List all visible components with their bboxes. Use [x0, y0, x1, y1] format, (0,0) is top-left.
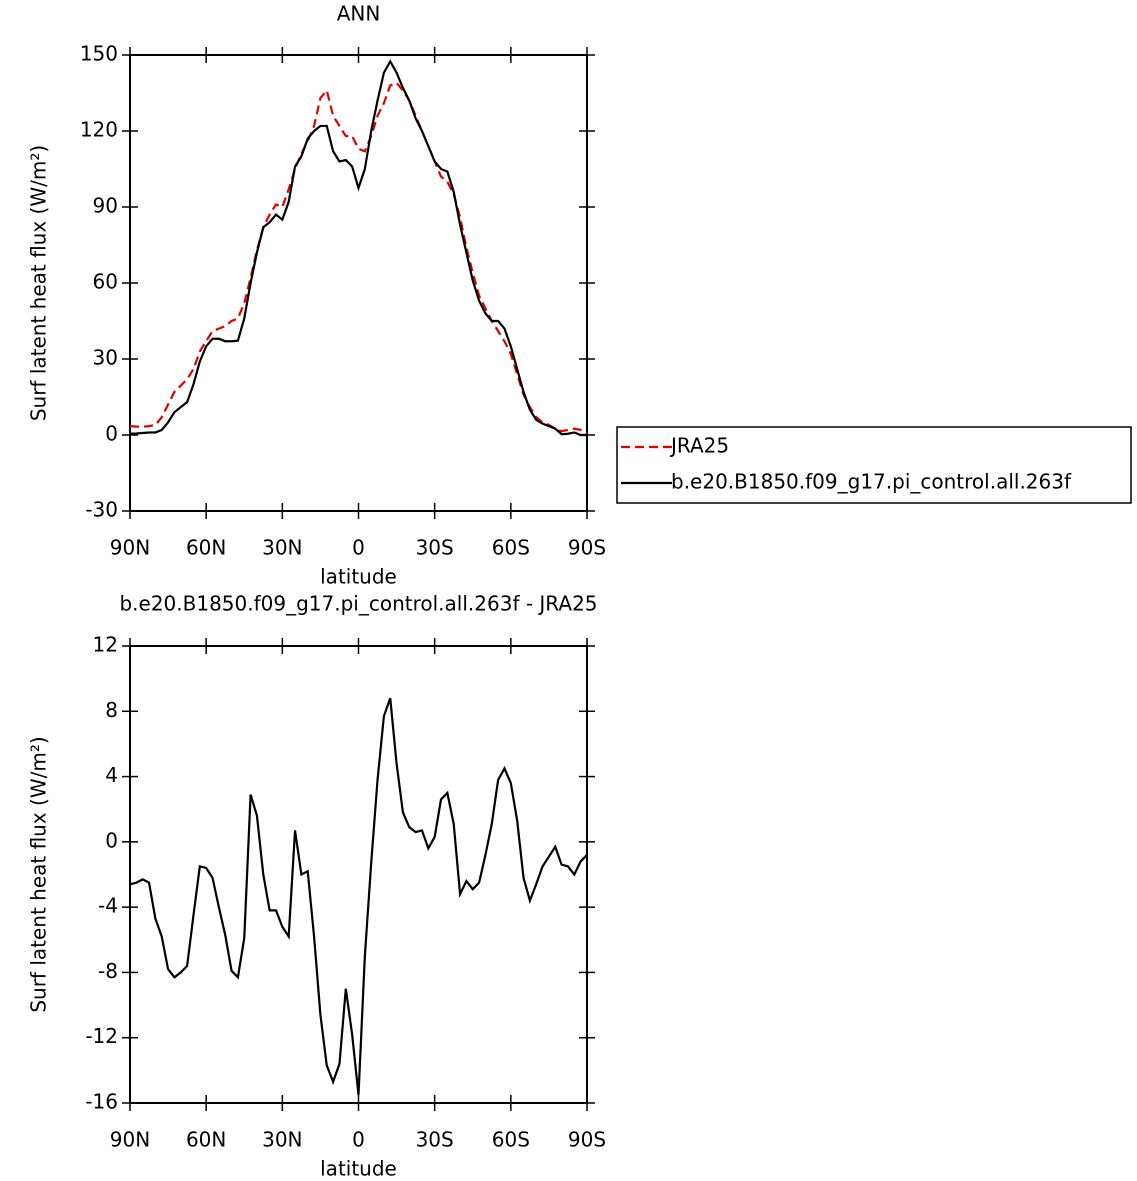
y-tick-label: 8: [105, 698, 118, 722]
y-axis-label: Surf latent heat flux (W/m²): [27, 736, 51, 1012]
y-tick-label: 0: [105, 828, 118, 852]
y-tick-label: 0: [105, 422, 118, 446]
x-tick-label: 90S: [568, 1128, 606, 1152]
x-tick-label: 60S: [492, 536, 530, 560]
y-tick-label: -30: [85, 498, 118, 522]
chart-title: ANN: [337, 2, 381, 26]
x-tick-label: 60N: [186, 536, 226, 560]
y-tick-label: -16: [85, 1090, 118, 1114]
y-tick-label: 90: [93, 194, 118, 218]
x-tick-label: 30S: [416, 1128, 454, 1152]
x-tick-label: 30N: [262, 1128, 302, 1152]
x-tick-label: 90S: [568, 536, 606, 560]
data-line: [129, 81, 588, 435]
legend-label: JRA25: [669, 434, 729, 458]
y-tick-label: 150: [80, 42, 118, 66]
x-tick-label: 60S: [492, 1128, 530, 1152]
y-tick-label: -12: [85, 1024, 118, 1048]
x-tick-label: 90N: [110, 536, 150, 560]
legend-label: b.e20.B1850.f09_g17.pi_control.all.263f: [671, 470, 1072, 494]
x-tick-label: 0: [352, 1128, 365, 1152]
y-tick-label: 4: [105, 763, 118, 787]
y-axis-label: Surf latent heat flux (W/m²): [27, 145, 51, 421]
x-tick-label: 90N: [110, 1128, 150, 1152]
y-tick-label: 120: [80, 118, 118, 142]
y-tick-label: 30: [93, 346, 118, 370]
x-tick-label: 60N: [186, 1128, 226, 1152]
data-line: [129, 697, 588, 1095]
y-tick-label: 12: [93, 633, 118, 657]
x-tick-label: 30S: [416, 536, 454, 560]
x-tick-label: 0: [352, 536, 365, 560]
x-axis-label: latitude: [320, 1157, 397, 1181]
chart-title: b.e20.B1850.f09_g17.pi_control.all.263f …: [119, 592, 597, 616]
legend-box: [616, 426, 1132, 504]
data-line: [129, 59, 587, 437]
y-tick-label: 60: [93, 270, 118, 294]
plot-frame: [129, 645, 588, 1104]
y-tick-label: -8: [98, 959, 118, 983]
x-axis-label: latitude: [320, 565, 397, 589]
plot-frame: [129, 54, 588, 512]
x-tick-label: 30N: [262, 536, 302, 560]
y-tick-label: -4: [98, 894, 118, 918]
